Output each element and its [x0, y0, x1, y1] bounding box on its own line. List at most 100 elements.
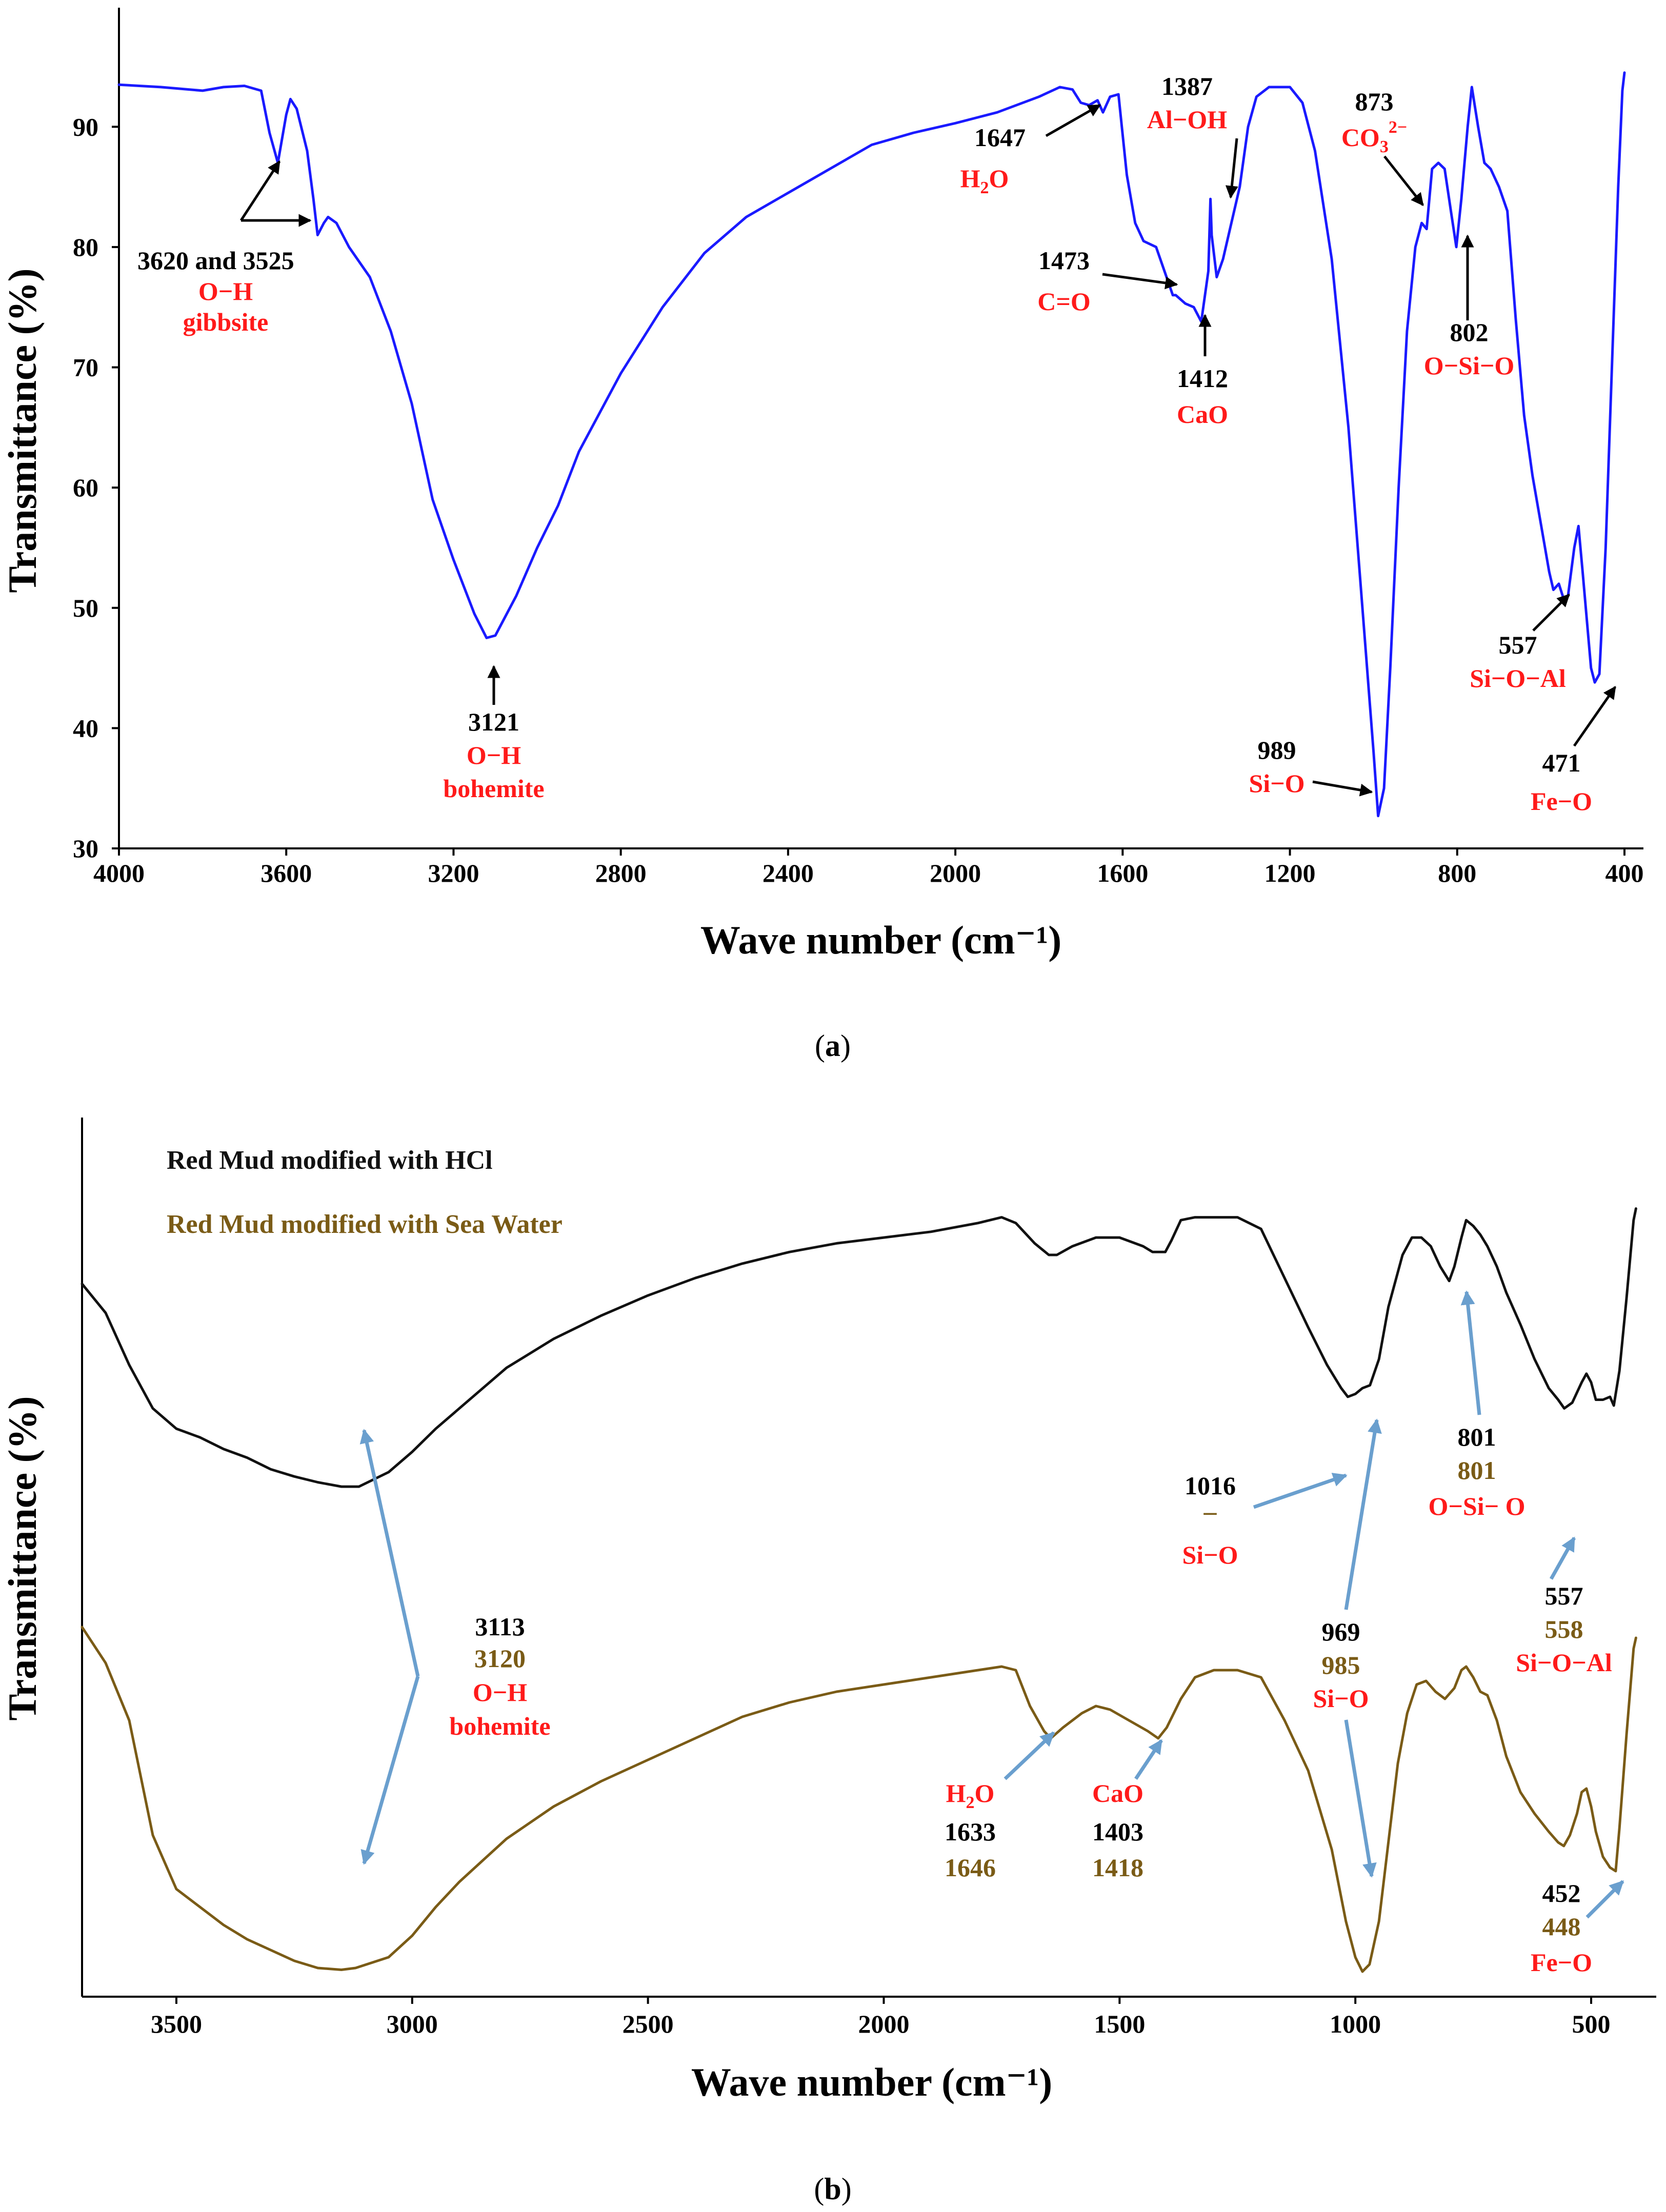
- a-x-tick-label: 2800: [595, 859, 647, 887]
- a-x-tick-label: 2000: [930, 859, 981, 887]
- b-ann-452-value-hcl: 452: [1542, 1879, 1581, 1907]
- b-annotation-1016: 1016 – Si−O: [1182, 1471, 1238, 1569]
- a-x-tick-label: 1200: [1264, 859, 1316, 887]
- a-annotation-1473: 1473 C=O: [1037, 246, 1091, 316]
- a-y-tick-label: 70: [73, 353, 98, 382]
- a-annotation-1647: 1647 H2O: [960, 123, 1026, 197]
- b-ann-801-bond: O−Si− O: [1429, 1492, 1526, 1520]
- b-arrow-3120-down: [360, 1676, 420, 1865]
- b-legend-hcl: Red Mud modified with HCl: [167, 1146, 493, 1175]
- b-x-tick-label: 2000: [858, 2010, 909, 2038]
- a-y-tick-label: 30: [73, 834, 98, 863]
- b-x-tick-label: 3000: [387, 2010, 438, 2038]
- a-annotation-471: 471 Fe−O: [1531, 748, 1592, 816]
- b-series-hcl-line: [81, 1207, 1637, 1488]
- b-ann-969-value-hcl: 969: [1322, 1617, 1360, 1646]
- a-arrow-1647: [1045, 104, 1101, 137]
- b-x-tick-label: 1500: [1094, 2010, 1145, 2038]
- a-annotation-989: 989 Si−O: [1249, 736, 1304, 798]
- a-x-tick-label: 3200: [428, 859, 479, 887]
- a-ann-1647-value: 1647: [974, 123, 1026, 152]
- b-ann-557-value-sea: 558: [1545, 1615, 1583, 1643]
- a-ann-1412-value: 1412: [1177, 364, 1228, 393]
- b-x-tick-label: 3500: [151, 2010, 202, 2038]
- a-annotation-1387: 1387 Al−OH: [1147, 72, 1227, 134]
- a-y-tick-label: 50: [73, 594, 98, 622]
- b-ann-969-value-sea: 985: [1322, 1651, 1360, 1679]
- b-annotation-452: 452 448 Fe−O: [1531, 1879, 1592, 1977]
- a-annotation-802: 802 O−Si−O: [1424, 318, 1514, 380]
- b-arrow-1403: [1134, 1739, 1163, 1780]
- b-arrow-801: [1460, 1290, 1481, 1415]
- a-annotation-1412: 1412 CaO: [1177, 364, 1228, 429]
- a-ann-1412-bond: CaO: [1177, 400, 1228, 429]
- b-series-sea-water-line: [81, 1626, 1637, 1973]
- a-arrow-873: [1383, 155, 1424, 206]
- a-ann-557-value: 557: [1499, 631, 1537, 659]
- b-ann-1403-value-sea: 1418: [1092, 1853, 1143, 1882]
- b-annotation-557: 557 558 Si−O−Al: [1516, 1581, 1612, 1677]
- a-annotation-557: 557 Si−O−Al: [1470, 631, 1566, 693]
- b-legend-sea-water: Red Mud modified with Sea Water: [167, 1210, 563, 1239]
- panel-b: 3500 3000 2500 2000 1500 1000 500 Red Mud modi…: [0, 1118, 1656, 2206]
- b-arrow-969-up: [1344, 1418, 1382, 1610]
- b-arrow-452: [1585, 1880, 1624, 1919]
- a-ann-1387-bond: Al−OH: [1147, 105, 1227, 134]
- a-ann-1473-bond: C=O: [1037, 287, 1091, 316]
- a-arrow-557: [1532, 594, 1570, 632]
- b-annotation-969: 969 985 Si−O: [1313, 1617, 1369, 1713]
- b-ann-1403-bond: CaO: [1092, 1779, 1143, 1808]
- a-ann-802-value: 802: [1450, 318, 1489, 347]
- a-annotation-3121: 3121 O−H bohemite: [443, 707, 544, 803]
- a-ann-3121-value: 3121: [468, 707, 519, 736]
- a-y-tick-label: 80: [73, 233, 98, 261]
- panel-a: 4000 3600 3200 2800 2400 2000 1600 1200 800 400 3…: [0, 8, 1644, 1063]
- a-ann-3121-mineral: bohemite: [443, 774, 544, 803]
- a-series-red-mud-line: [117, 71, 1626, 818]
- a-x-tick-label: 2400: [762, 859, 814, 887]
- a-ann-1387-value: 1387: [1161, 72, 1213, 100]
- b-ann-801-value-hcl: 801: [1458, 1423, 1496, 1451]
- a-ann-3620-3525-mineral: gibbsite: [183, 308, 269, 336]
- a-ann-873-bond: CO32−: [1341, 118, 1407, 156]
- b-ann-1633-value-sea: 1646: [945, 1853, 996, 1882]
- a-ann-471-value: 471: [1542, 748, 1581, 777]
- a-ann-3620-3525-bond: O−H: [198, 277, 253, 306]
- b-ann-1633-value-hcl: 1633: [945, 1817, 996, 1846]
- b-ann-452-value-sea: 448: [1542, 1912, 1581, 1941]
- b-ann-1016-value-sea: –: [1203, 1497, 1217, 1526]
- a-ann-802-bond: O−Si−O: [1424, 351, 1514, 380]
- a-arrow-3620: [239, 160, 281, 221]
- b-arrow-1016: [1253, 1472, 1348, 1509]
- a-annotation-873: 873 CO32−: [1341, 87, 1407, 156]
- a-x-tick-label: 400: [1605, 859, 1644, 887]
- a-arrow-1387: [1225, 138, 1238, 199]
- a-x-tick-label: 800: [1438, 859, 1476, 887]
- a-ann-1647-bond: H2O: [960, 164, 1009, 197]
- b-ann-1633-bond: H2O: [946, 1779, 995, 1812]
- a-y-axis-title: Transmittance (%): [0, 268, 45, 593]
- b-arrow-3113-up: [359, 1429, 420, 1677]
- a-annotation-3620-3525: 3620 and 3525 O−H gibbsite: [137, 246, 294, 336]
- b-ann-557-value-hcl: 557: [1545, 1581, 1583, 1610]
- a-arrow-1473: [1102, 273, 1178, 290]
- b-ann-1403-value-hcl: 1403: [1092, 1817, 1143, 1846]
- b-x-tick-label: 2500: [623, 2010, 674, 2038]
- a-ann-3620-3525-value: 3620 and 3525: [137, 246, 294, 275]
- a-y-tick-label: 60: [73, 473, 98, 502]
- a-x-axis-title: Wave number (cm⁻¹): [700, 918, 1061, 962]
- a-ann-3121-bond: O−H: [467, 741, 521, 769]
- a-ann-557-bond: Si−O−Al: [1470, 664, 1566, 693]
- caption-a: (a): [815, 1029, 851, 1063]
- b-ann-3113-value-sea: 3120: [474, 1644, 526, 1673]
- b-ann-801-value-sea: 801: [1458, 1456, 1496, 1485]
- b-arrow-985-down: [1344, 1719, 1377, 1878]
- a-y-tick-label: 40: [73, 714, 98, 742]
- b-annotation-1633: H2O 1633 1646: [945, 1779, 996, 1882]
- b-annotation-1403: CaO 1403 1418: [1092, 1779, 1143, 1882]
- b-ann-3113-bond: O−H: [473, 1678, 527, 1707]
- caption-b: (b): [814, 2172, 851, 2206]
- a-x-tick-label: 4000: [93, 859, 145, 887]
- b-x-tick-label: 1000: [1330, 2010, 1381, 2038]
